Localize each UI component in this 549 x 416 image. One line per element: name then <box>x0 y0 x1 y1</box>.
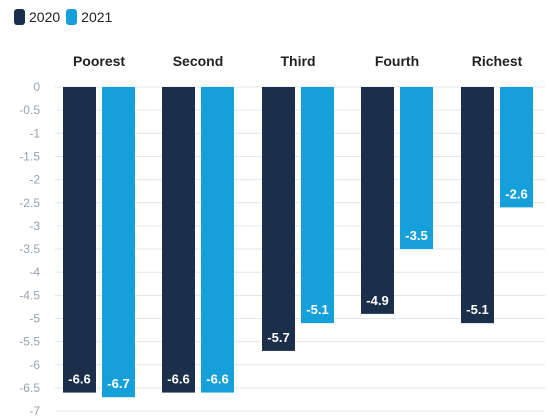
y-tick-label: -0.5 <box>19 103 40 117</box>
y-tick-label: -4.5 <box>19 288 40 302</box>
y-tick-label: -1.5 <box>19 149 40 163</box>
category-label: Poorest <box>73 53 125 69</box>
bar-2020-richest <box>461 87 494 324</box>
data-label: -2.6 <box>505 186 527 201</box>
category-label: Third <box>281 53 316 69</box>
y-tick-label: -4 <box>29 265 40 279</box>
data-label: -4.9 <box>366 293 388 308</box>
y-tick-label: -5 <box>29 312 40 326</box>
bar-2021-poorest <box>102 87 135 398</box>
legend-label-2021: 2021 <box>81 9 113 25</box>
y-tick-label: 0 <box>33 80 40 94</box>
y-tick-label: -7 <box>29 404 40 416</box>
bar-2020-third <box>262 87 295 351</box>
category-label: Richest <box>472 53 523 69</box>
y-tick-label: -1 <box>29 126 40 140</box>
y-tick-label: -3 <box>29 219 40 233</box>
bar-2021-second <box>201 87 234 393</box>
y-tick-label: -3.5 <box>19 242 40 256</box>
bar-2021-fourth <box>400 87 433 250</box>
data-label: -6.6 <box>68 372 90 387</box>
bars <box>63 87 533 398</box>
y-tick-label: -6.5 <box>19 381 40 395</box>
category-labels: Poorest Second Third Fourth Richest <box>73 53 523 69</box>
legend-swatch-2021 <box>66 9 78 25</box>
data-label: -6.7 <box>107 376 129 391</box>
data-label: -5.1 <box>466 302 488 317</box>
data-label: -5.7 <box>267 330 289 345</box>
bar-2021-third <box>301 87 334 324</box>
legend-item-2020: 2020 <box>14 9 60 25</box>
legend-swatch-2020 <box>14 9 25 25</box>
y-tick-label: -2 <box>29 173 40 187</box>
legend-item-2021: 2021 <box>66 9 112 25</box>
bar-2020-second <box>162 87 195 393</box>
y-tick-label: -2.5 <box>19 196 40 210</box>
data-labels: -6.6 -6.7 -6.6 -6.6 -5.7 -5.1 -4.9 -3.5 -5.1 -2.6 <box>68 186 527 391</box>
bar-2020-poorest <box>63 87 96 393</box>
y-axis-tick-labels: 0 -0.5 -1 -1.5 -2 -2.5 -3 -3.5 -4 -4.5 -5 -5.5 -6 -6.… <box>19 80 40 416</box>
data-label: -6.6 <box>167 372 189 387</box>
y-tick-label: -6 <box>29 358 40 372</box>
y-tick-label: -5.5 <box>19 335 40 349</box>
category-label: Fourth <box>375 53 419 69</box>
data-label: -6.6 <box>206 372 228 387</box>
legend-label-2020: 2020 <box>29 9 61 25</box>
data-label: -3.5 <box>405 228 427 243</box>
bar-2021-richest <box>500 87 533 208</box>
legend: 2020 2021 <box>14 9 112 25</box>
data-label: -5.1 <box>306 302 328 317</box>
bar-2020-fourth <box>361 87 394 314</box>
category-label: Second <box>173 53 224 69</box>
